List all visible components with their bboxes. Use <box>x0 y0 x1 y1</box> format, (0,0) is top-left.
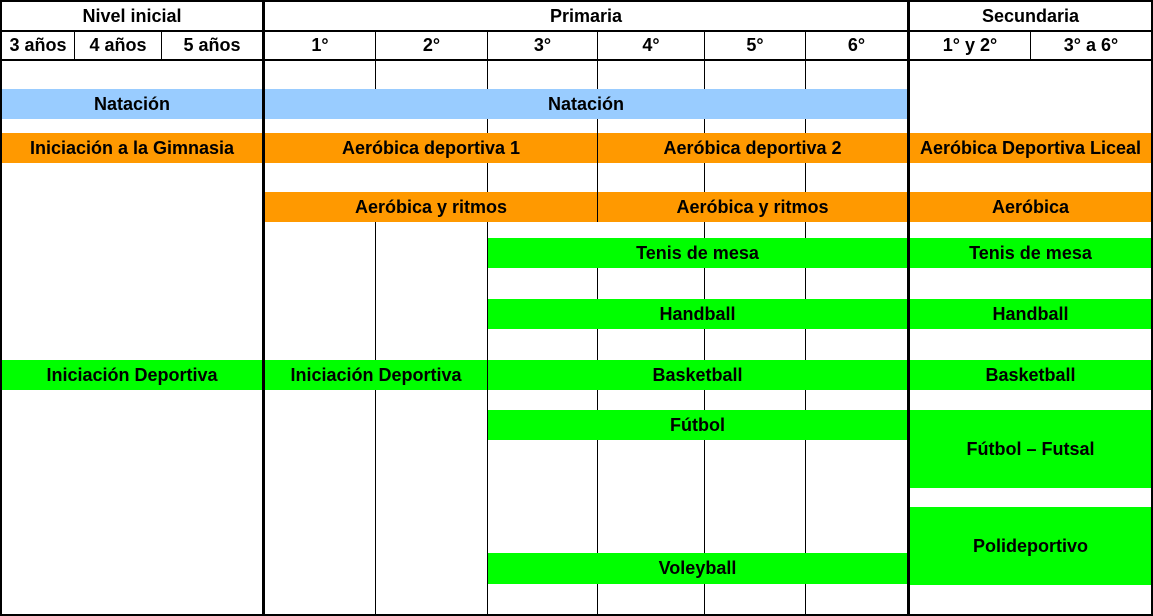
border-left <box>0 0 2 616</box>
block-aerobica-deportiva-2: Aeróbica deportiva 2 <box>598 133 907 163</box>
col-line-pri-4h <box>704 440 705 553</box>
col-line-pri-4b <box>704 119 705 133</box>
border-bottom <box>0 614 1153 616</box>
col-line-inicial-1 <box>74 31 75 60</box>
col-line-pri-4d <box>704 222 705 238</box>
col-line-pri-4i <box>704 584 705 614</box>
col-line-pri-5g <box>805 390 806 410</box>
block-handball-secundaria: Handball <box>910 299 1151 329</box>
col-line-pri-4a <box>704 31 705 89</box>
block-tenis-primaria: Tenis de mesa <box>488 238 907 268</box>
header-3-anos: 3 años <box>9 35 67 55</box>
block-polideportivo: Polideportivo <box>910 507 1151 585</box>
block-futbol-futsal: Fútbol – Futsal <box>910 410 1151 488</box>
header-line-1 <box>0 30 1153 32</box>
col-line-pri-1c <box>375 390 376 614</box>
block-handball-primaria: Handball <box>488 299 907 329</box>
block-futbol-primaria: Fútbol <box>488 410 907 440</box>
block-natacion-inicial: Natación <box>2 89 262 119</box>
block-iniciacion-deportiva-primaria: Iniciación Deportiva <box>265 360 487 390</box>
col-line-pri-2b <box>487 119 488 133</box>
block-basketball-secundaria: Basketball <box>910 360 1151 390</box>
col-line-pri-5i <box>805 584 806 614</box>
col-line-pri-2d <box>487 222 488 614</box>
col-line-pri-5d <box>805 222 806 238</box>
col-line-sec-1 <box>1030 31 1031 60</box>
col-line-pri-3g <box>597 584 598 614</box>
col-line-pri-5e <box>805 268 806 299</box>
block-aerobica-secundaria: Aeróbica <box>910 192 1151 222</box>
header-sec-3-6: 3° a 6° <box>1063 35 1119 55</box>
col-line-pri-3a <box>597 31 598 89</box>
border-top <box>0 0 1153 2</box>
col-line-inicial-2 <box>161 31 162 60</box>
header-grado-3: 3° <box>533 35 552 55</box>
divider-primaria-secundaria <box>907 0 910 616</box>
header-5-anos: 5 años <box>183 35 241 55</box>
block-natacion-primaria: Natación <box>265 89 907 119</box>
col-line-pri-5f <box>805 329 806 360</box>
col-line-pri-1a <box>375 31 376 89</box>
header-grado-6: 6° <box>847 35 866 55</box>
col-line-pri-2c <box>487 163 488 192</box>
col-line-pri-3f <box>597 440 598 553</box>
col-line-pri-3d <box>597 329 598 360</box>
block-aerobica-ritmos-2: Aeróbica y ritmos <box>598 192 907 222</box>
col-line-pri-5b <box>805 119 806 133</box>
block-iniciacion-deportiva-inicial: Iniciación Deportiva <box>2 360 262 390</box>
col-line-pri-4f <box>704 329 705 360</box>
header-sec-1-2: 1° y 2° <box>942 35 998 55</box>
border-right <box>1151 0 1153 616</box>
col-line-pri-2a <box>487 31 488 89</box>
col-line-pri-5h <box>805 440 806 553</box>
col-line-pri-3b <box>597 119 598 222</box>
col-line-pri-5a <box>805 31 806 89</box>
col-line-pri-3c <box>597 268 598 299</box>
block-aerobica-ritmos-1: Aeróbica y ritmos <box>265 192 597 222</box>
divider-inicial-primaria <box>262 0 265 616</box>
header-line-2 <box>0 59 1153 61</box>
col-line-pri-5c <box>805 163 806 192</box>
header-4-anos: 4 años <box>89 35 147 55</box>
col-line-pri-4g <box>704 390 705 410</box>
col-line-pri-4e <box>704 268 705 299</box>
block-aerobica-deportiva-1: Aeróbica deportiva 1 <box>265 133 597 163</box>
block-tenis-secundaria: Tenis de mesa <box>910 238 1151 268</box>
block-aerobica-deportiva-liceal: Aeróbica Deportiva Liceal <box>910 133 1151 163</box>
header-grado-1: 1° <box>311 35 329 55</box>
header-grado-2: 2° <box>422 35 441 55</box>
block-iniciacion-gimnasia: Iniciación a la Gimnasia <box>2 133 262 163</box>
block-basketball-primaria: Basketball <box>488 360 907 390</box>
col-line-pri-3e <box>597 390 598 410</box>
col-line-pri-1b <box>375 222 376 360</box>
block-voleyball: Voleyball <box>488 553 907 584</box>
header-grado-5: 5° <box>746 35 764 55</box>
header-grado-4: 4° <box>642 35 660 55</box>
header-nivel-inicial: Nivel inicial <box>82 5 182 26</box>
header-primaria: Primaria <box>549 5 623 26</box>
header-secundaria: Secundaria <box>981 5 1080 26</box>
col-line-pri-4c <box>704 163 705 192</box>
